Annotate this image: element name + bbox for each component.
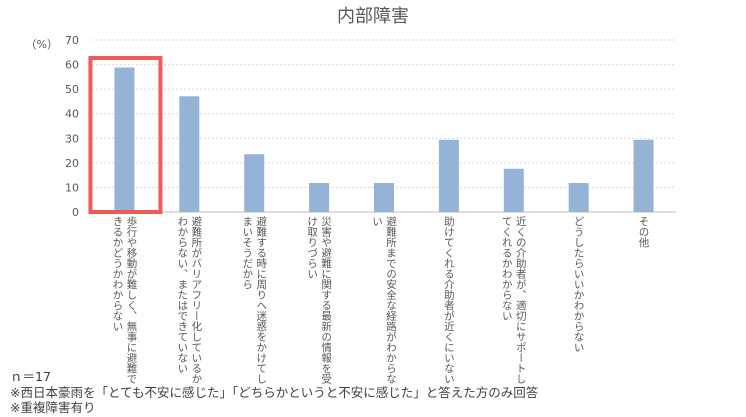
bar: [633, 139, 654, 212]
note-respondents: ※西日本豪雨を「とても不安に感じた」「どちらかというと不安に感じた」と答えた方の…: [10, 384, 539, 400]
y-tick-label: 70: [65, 34, 79, 47]
category-label: い: [371, 216, 383, 227]
bar: [114, 67, 135, 213]
bar: [309, 183, 330, 212]
bar: [438, 139, 459, 212]
y-tick-label: 20: [65, 157, 79, 170]
category-label: わからない、またはできていない: [176, 216, 188, 374]
category-label: 避難所までの安全な経路がわからな: [385, 215, 397, 384]
bar: [179, 96, 200, 212]
category-label: まいそうだから: [241, 216, 253, 290]
highlight-rectangle: [88, 56, 163, 214]
y-tick-label: 50: [65, 83, 79, 96]
sample-size: ｎ＝17: [10, 369, 51, 384]
category-label: 歩行や移動が難しく、無事に避難で: [125, 215, 137, 384]
y-tick-label: 0: [72, 206, 79, 219]
category-label: 災害や避難に関する最新の情報を受: [320, 216, 332, 385]
bar: [374, 183, 394, 212]
y-tick-label: 60: [65, 59, 79, 72]
category-label: 助けてくれる介助者が近くにいない: [443, 215, 455, 384]
category-label: きるかどうかわからない: [111, 216, 123, 332]
highlight-box: [88, 56, 163, 214]
y-axis-ticks: 0 10 20 30 40 50 60 70: [65, 34, 79, 219]
bar: [568, 183, 589, 212]
bars: [114, 67, 654, 213]
category-label: 避難する時に周りへ迷惑をかけてし: [255, 215, 267, 384]
category-label: てくれるかわからない: [501, 216, 513, 321]
category-label: その他: [638, 216, 650, 248]
category-label: どうしたらいいかわからない: [573, 216, 585, 353]
bar: [503, 168, 524, 212]
category-label: 近くの介助者が、適切にサポートし: [515, 215, 527, 384]
chart-title: 内部障害: [337, 6, 409, 27]
category-label: 避難所がバリアフリー化しているか: [190, 215, 202, 384]
chart-notes: ｎ＝17 ※西日本豪雨を「とても不安に感じた」「どちらかというと不安に感じた」と…: [10, 369, 538, 416]
y-tick-label: 40: [65, 108, 79, 121]
y-tick-label: 10: [65, 181, 79, 194]
bar: [244, 154, 265, 212]
note-multiple-disabilities: ※重複障害有り: [10, 400, 96, 415]
y-axis-unit-label: （%）: [26, 38, 58, 51]
category-label: け取りづらい: [306, 216, 318, 279]
y-tick-label: 30: [65, 132, 79, 145]
